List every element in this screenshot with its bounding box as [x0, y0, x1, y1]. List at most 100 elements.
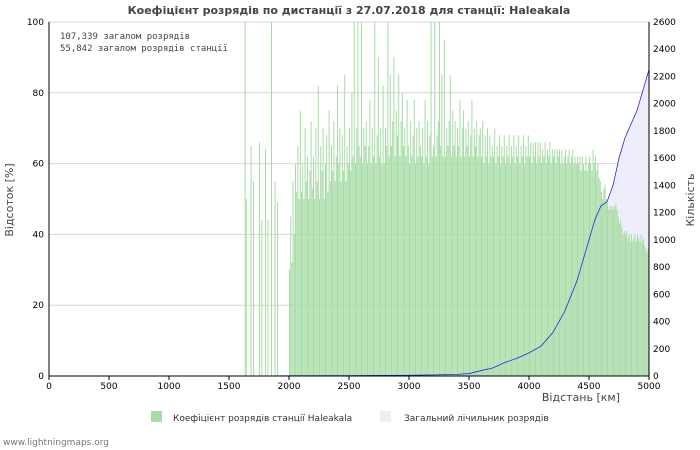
x-tick-label-6: 3000: [398, 382, 421, 392]
ratio-bar-243: [567, 156, 569, 376]
ratio-bar-187: [500, 163, 502, 376]
ratio-bar-308: [645, 248, 647, 376]
ratio-bar-157: [464, 156, 466, 376]
ratio-bar-47: [332, 170, 334, 376]
ratio-bar-305: [641, 241, 643, 376]
ratio-bar-197: [512, 156, 514, 376]
ratio-bar-191: [505, 163, 506, 376]
ratio-bar-253: [579, 156, 581, 376]
ratio-bar-286: [619, 223, 620, 376]
ratio-bar-303: [639, 241, 641, 376]
ratio-bar-152: [458, 145, 460, 376]
ratio-bar-177: [488, 163, 490, 376]
ratio-bar-135: [437, 121, 439, 377]
ratio-bar-245: [569, 163, 571, 376]
ratio-bar-142: [446, 128, 448, 376]
ratio-bar-170: [479, 128, 481, 376]
ratio-bar-77: [368, 145, 370, 376]
ratio-bar-30: [311, 188, 313, 376]
ratio-bar-262: [590, 163, 592, 376]
ratio-bar-131: [433, 145, 434, 376]
ratio-bar-52: [338, 163, 340, 376]
ratio-bar-293: [627, 237, 629, 376]
annotation-station: 55,842 загалом розрядів станції: [60, 44, 228, 54]
ratio-bar-9: [274, 181, 276, 376]
ratio-bar-53: [339, 128, 341, 376]
ratio-bar-80: [371, 128, 373, 376]
ratio-bar-105: [401, 92, 403, 377]
ratio-bar-224: [544, 142, 546, 376]
ratio-bar-13: [291, 262, 293, 376]
ratio-bar-136: [439, 22, 440, 376]
legend-label-ratio: Коефіцієнт розрядів станції Haleakala: [173, 414, 352, 424]
x-tick-labels: 0 500 1000 1500 2000 2500 3000 3500 4000 4500 5000: [46, 376, 661, 392]
y-right-tick-label-8: 1600: [653, 154, 676, 164]
ratio-bar-269: [598, 177, 600, 376]
ratio-bar-195: [509, 163, 511, 376]
ratio-bar-268: [597, 163, 599, 376]
ratio-bar-67: [356, 128, 358, 376]
ratio-bar-4: [259, 142, 260, 376]
ratio-bar-97: [392, 121, 394, 377]
ratio-bar-79: [370, 163, 372, 376]
ratio-bar-66: [355, 163, 356, 376]
ratio-bar-63: [351, 92, 353, 377]
ratio-bar-280: [611, 206, 613, 376]
ratio-bar-163: [471, 99, 473, 376]
ratio-bar-41: [325, 163, 326, 376]
ratio-bar-161: [469, 156, 470, 376]
ratio-bar-37: [320, 145, 322, 376]
ratio-bar-104: [400, 121, 402, 377]
footer-link[interactable]: www.lightningmaps.org: [3, 438, 109, 448]
ratio-bar-285: [617, 216, 619, 376]
ratio-bar-44: [328, 110, 330, 376]
ratio-bar-201: [517, 156, 518, 376]
ratio-bars: [244, 22, 649, 377]
ratio-bar-249: [574, 156, 576, 376]
ratio-bar-21: [301, 191, 302, 376]
ratio-bar-289: [622, 234, 624, 376]
ratio-bar-111: [409, 163, 410, 376]
ratio-bar-207: [524, 163, 526, 376]
y-right-tick-label-9: 1800: [653, 127, 676, 137]
y-left-tick-label-3: 60: [33, 160, 45, 170]
ratio-bar-100: [395, 110, 397, 376]
ratio-bar-134: [436, 135, 438, 376]
ratio-bar-162: [470, 135, 472, 376]
ratio-bar-6: [265, 149, 266, 376]
ratio-bar-87: [380, 128, 382, 376]
ratio-bar-28: [309, 170, 311, 376]
ratio-bar-275: [605, 199, 607, 376]
ratio-bar-46: [331, 145, 332, 376]
ratio-bar-182: [494, 128, 496, 376]
ratio-bar-60: [347, 163, 349, 376]
ratio-bar-265: [593, 163, 595, 376]
ratio-bar-89: [382, 85, 384, 376]
ratio-bar-196: [511, 145, 512, 376]
ratio-bar-25: [305, 181, 307, 376]
ratio-bar-45: [329, 181, 331, 376]
ratio-bar-208: [525, 145, 527, 376]
ratio-bar-239: [562, 163, 564, 376]
ratio-bar-186: [499, 135, 500, 376]
ratio-bar-282: [614, 206, 616, 376]
ratio-bar-51: [337, 85, 338, 376]
ratio-bar-145: [449, 75, 451, 376]
ratio-bar-178: [489, 135, 491, 376]
legend-label-total: Загальний лічильник розрядів: [404, 414, 549, 424]
ratio-bar-295: [629, 241, 631, 376]
x-tick-label-3: 1500: [218, 382, 241, 392]
ratio-bar-309: [646, 252, 648, 376]
ratio-bar-82: [374, 22, 376, 376]
ratio-bar-62: [350, 170, 352, 376]
ratio-bar-71: [361, 22, 362, 376]
ratio-bar-19: [298, 199, 300, 376]
ratio-bar-229: [550, 163, 552, 376]
ratio-bar-42: [326, 135, 328, 376]
ratio-bar-74: [364, 145, 366, 376]
ratio-bar-160: [467, 121, 469, 377]
ratio-bar-247: [572, 149, 574, 376]
ratio-bar-154: [460, 156, 462, 376]
y-right-tick-label-0: 0: [653, 372, 659, 382]
ratio-bar-86: [379, 156, 380, 376]
